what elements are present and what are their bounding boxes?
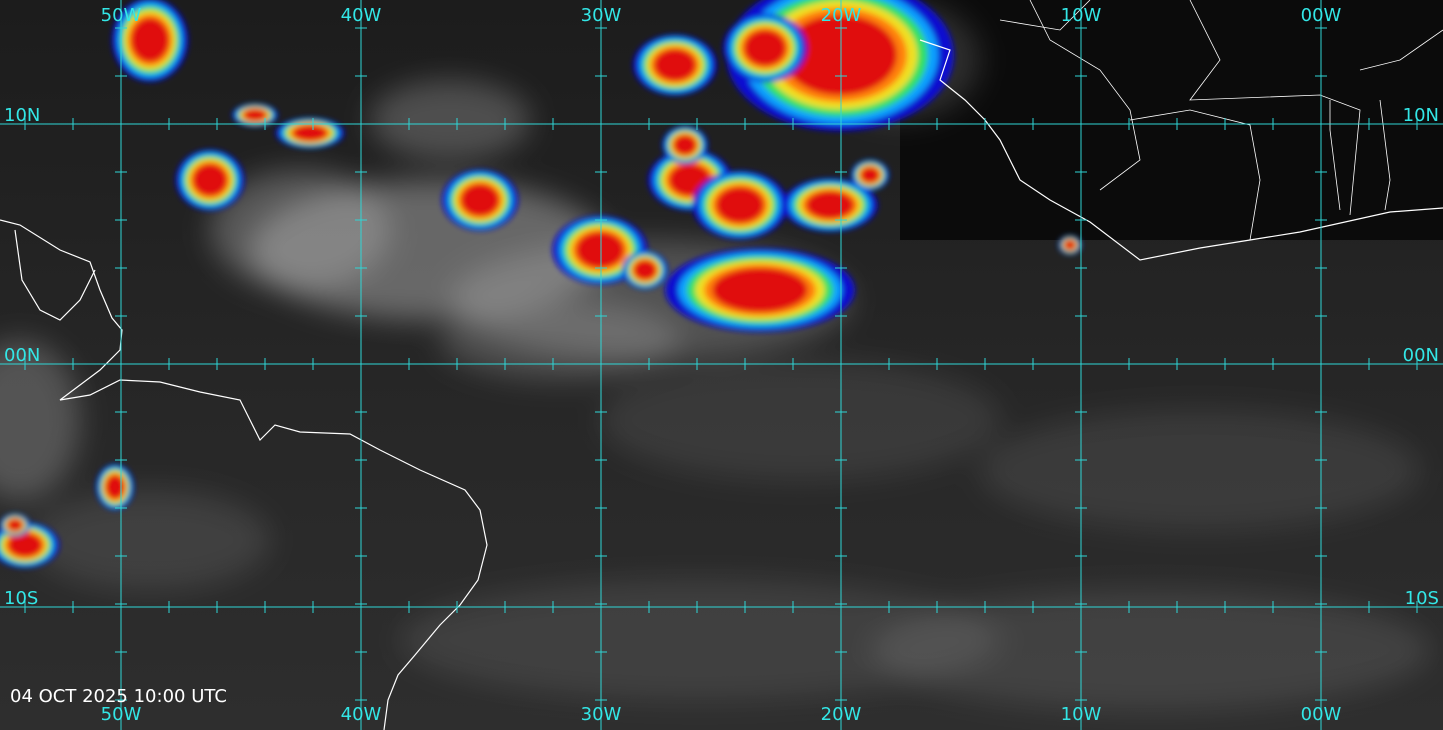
- cloud: [600, 360, 1000, 480]
- longitude-label: 00W: [1301, 704, 1342, 725]
- convection-layer: [0, 0, 1082, 568]
- longitude-label: 40W: [341, 5, 382, 26]
- convective-cell: [105, 475, 125, 499]
- longitude-label: 20W: [821, 5, 862, 26]
- cloud: [870, 590, 1430, 710]
- latitude-label: 10S: [1405, 588, 1439, 609]
- convective-cell: [131, 18, 169, 62]
- longitude-label: 50W: [101, 5, 142, 26]
- longitude-label: 10W: [1061, 5, 1102, 26]
- convective-cell: [860, 167, 880, 183]
- cloud: [400, 580, 1000, 700]
- convective-cell: [712, 268, 808, 312]
- cloud: [440, 300, 680, 380]
- cloud: [30, 490, 270, 590]
- longitude-label: 20W: [821, 704, 862, 725]
- convective-cell: [192, 164, 228, 196]
- cloud: [210, 170, 390, 290]
- convective-cell: [1064, 240, 1076, 250]
- latitude-label: 10S: [4, 588, 38, 609]
- cloud: [370, 80, 530, 160]
- convective-cell: [633, 260, 657, 280]
- convective-cell: [243, 109, 267, 121]
- convective-cell: [292, 125, 328, 141]
- convective-cell: [576, 232, 624, 268]
- cloud: [0, 340, 80, 500]
- longitude-label: 40W: [341, 704, 382, 725]
- convective-cell: [7, 519, 23, 531]
- convective-cell: [716, 187, 764, 223]
- longitude-label: 10W: [1061, 704, 1102, 725]
- longitude-label: 30W: [581, 704, 622, 725]
- convective-cell: [7, 533, 43, 557]
- convective-cell: [783, 15, 897, 95]
- convective-cell: [806, 191, 854, 219]
- latitude-label: 00N: [1403, 345, 1439, 366]
- land-africa: [900, 0, 1443, 240]
- graticule-labels: 50W 40W 30W 20W 10W 00W 50W 40W 30W 20W 10W 00W 10N 0…: [4, 5, 1439, 725]
- longitude-label: 30W: [581, 5, 622, 26]
- convective-cell: [744, 30, 786, 66]
- convective-cell: [461, 184, 499, 216]
- timestamp: 04 OCT 2025 10:00 UTC: [10, 686, 227, 707]
- latitude-label: 10N: [1403, 105, 1439, 126]
- latitude-label: 00N: [4, 345, 40, 366]
- convective-cell: [654, 49, 696, 81]
- convective-cell: [673, 135, 697, 155]
- longitude-label: 00W: [1301, 5, 1342, 26]
- longitude-label: 50W: [101, 704, 142, 725]
- latitude-label: 10N: [4, 105, 40, 126]
- cloud: [980, 410, 1420, 530]
